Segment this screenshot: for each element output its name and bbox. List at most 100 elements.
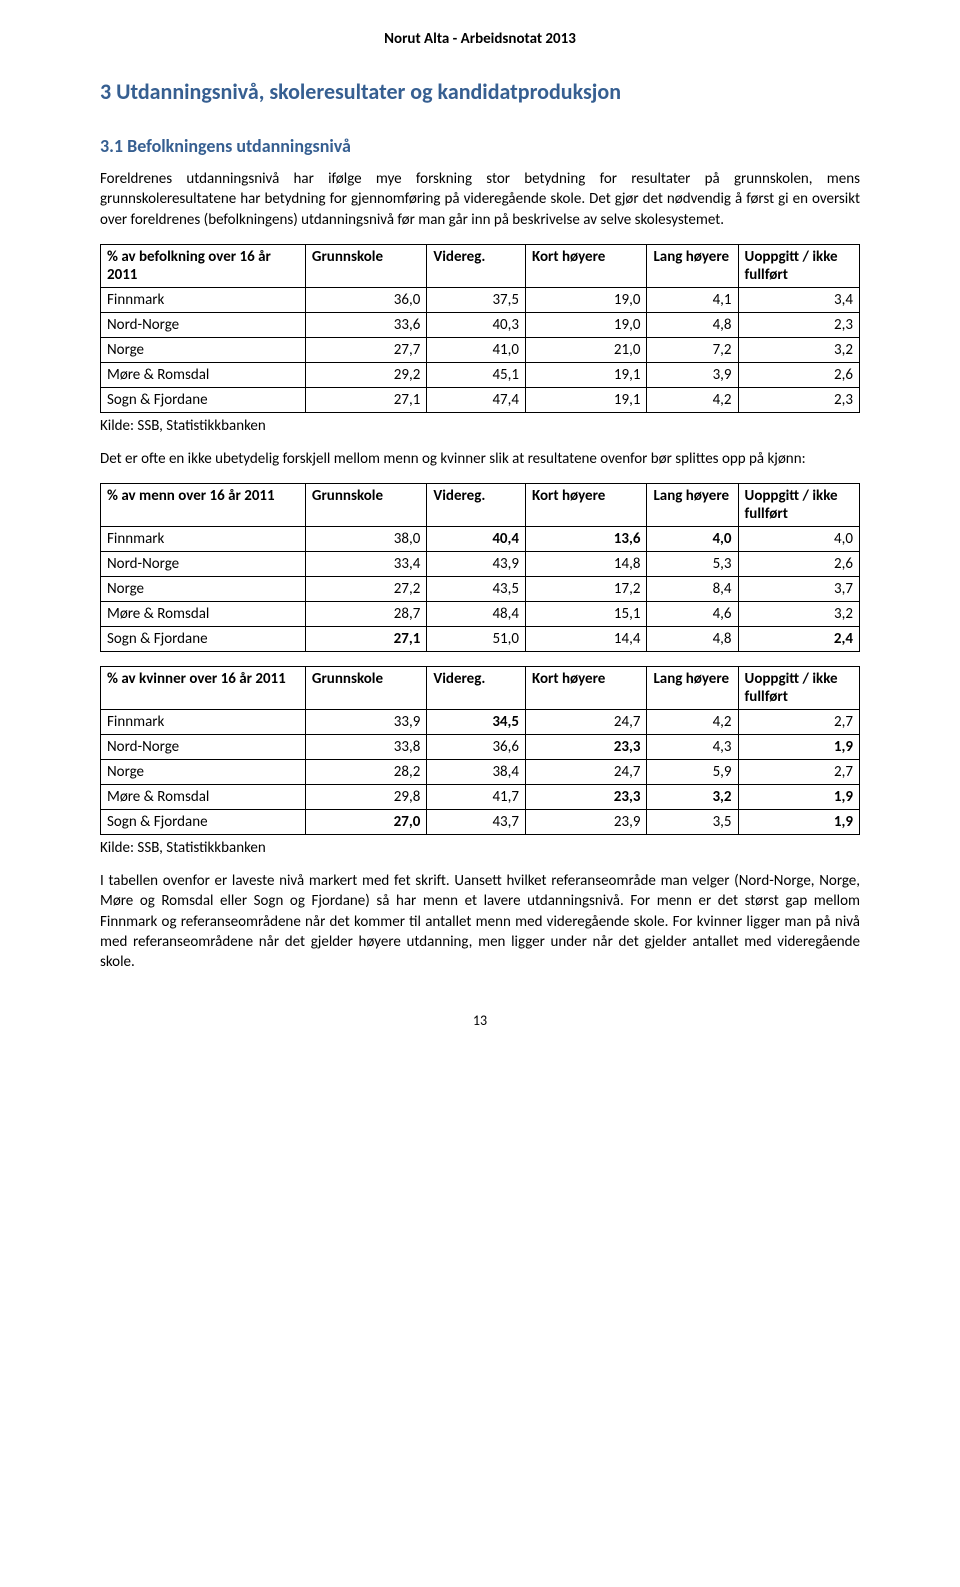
data-cell: 2,7 xyxy=(738,710,859,735)
data-cell: 33,9 xyxy=(305,710,426,735)
region-label: Sogn & Fjordane xyxy=(101,627,306,652)
data-cell: 4,1 xyxy=(647,287,738,312)
data-cell: 2,3 xyxy=(738,387,859,412)
data-cell: 14,8 xyxy=(526,552,647,577)
data-cell: 36,6 xyxy=(427,735,526,760)
region-label: Sogn & Fjordane xyxy=(101,387,306,412)
data-cell: 43,5 xyxy=(427,577,526,602)
data-cell: 7,2 xyxy=(647,337,738,362)
data-cell: 3,2 xyxy=(738,337,859,362)
data-cell: 4,8 xyxy=(647,627,738,652)
table-header: Lang høyere xyxy=(647,667,738,710)
data-cell: 2,3 xyxy=(738,312,859,337)
data-cell: 29,2 xyxy=(305,362,426,387)
table-row: Møre & Romsdal29,841,723,33,21,9 xyxy=(101,785,860,810)
table-header: Uoppgitt / ikke fullført xyxy=(738,667,859,710)
region-label: Nord-Norge xyxy=(101,735,306,760)
region-label: Norge xyxy=(101,577,306,602)
data-cell: 23,3 xyxy=(526,785,647,810)
data-cell: 13,6 xyxy=(526,527,647,552)
data-cell: 36,0 xyxy=(305,287,426,312)
data-cell: 3,9 xyxy=(647,362,738,387)
data-cell: 34,5 xyxy=(427,710,526,735)
region-label: Møre & Romsdal xyxy=(101,785,306,810)
table-row: Møre & Romsdal28,748,415,14,63,2 xyxy=(101,602,860,627)
data-cell: 27,7 xyxy=(305,337,426,362)
table-source: Kilde: SSB, Statistikkbanken xyxy=(100,417,860,435)
table-source: Kilde: SSB, Statistikkbanken xyxy=(100,839,860,857)
data-cell: 4,2 xyxy=(647,710,738,735)
data-cell: 4,6 xyxy=(647,602,738,627)
data-cell: 40,3 xyxy=(427,312,526,337)
data-cell: 33,6 xyxy=(305,312,426,337)
table-header: Videreg. xyxy=(427,667,526,710)
table-header: Grunnskole xyxy=(305,667,426,710)
intro-paragraph: Foreldrenes utdanningsnivå har ifølge my… xyxy=(100,169,860,230)
data-cell: 38,4 xyxy=(427,760,526,785)
data-cell: 47,4 xyxy=(427,387,526,412)
data-cell: 2,7 xyxy=(738,760,859,785)
data-cell: 40,4 xyxy=(427,527,526,552)
table-row: Nord-Norge33,640,319,04,82,3 xyxy=(101,312,860,337)
mid-paragraph: Det er ofte en ikke ubetydelig forskjell… xyxy=(100,449,860,469)
men-education-table: % av menn over 16 år 2011 Grunnskole Vid… xyxy=(100,483,860,652)
population-education-table: % av befolkning over 16 år 2011 Grunnsko… xyxy=(100,244,860,413)
closing-paragraph: I tabellen ovenfor er laveste nivå marke… xyxy=(100,871,860,972)
region-label: Norge xyxy=(101,337,306,362)
region-label: Nord-Norge xyxy=(101,552,306,577)
data-cell: 4,0 xyxy=(647,527,738,552)
table-row: Nord-Norge33,443,914,85,32,6 xyxy=(101,552,860,577)
data-cell: 5,9 xyxy=(647,760,738,785)
data-cell: 3,2 xyxy=(738,602,859,627)
data-cell: 41,7 xyxy=(427,785,526,810)
women-education-table: % av kvinner over 16 år 2011 Grunnskole … xyxy=(100,666,860,835)
table-row: Finnmark38,040,413,64,04,0 xyxy=(101,527,860,552)
table-body: Finnmark36,037,519,04,13,4Nord-Norge33,6… xyxy=(101,287,860,412)
data-cell: 3,2 xyxy=(647,785,738,810)
table-row: Norge27,243,517,28,43,7 xyxy=(101,577,860,602)
subsection-heading: 3.1 Befolkningens utdanningsnivå xyxy=(100,135,860,157)
data-cell: 8,4 xyxy=(647,577,738,602)
table-header: Videreg. xyxy=(427,484,526,527)
data-cell: 33,8 xyxy=(305,735,426,760)
data-cell: 4,0 xyxy=(738,527,859,552)
data-cell: 19,0 xyxy=(526,287,647,312)
table-header: % av kvinner over 16 år 2011 xyxy=(101,667,306,710)
table-header: Lang høyere xyxy=(647,244,738,287)
table-row: Norge27,741,021,07,23,2 xyxy=(101,337,860,362)
data-cell: 3,5 xyxy=(647,810,738,835)
data-cell: 19,1 xyxy=(526,362,647,387)
data-cell: 4,2 xyxy=(647,387,738,412)
data-cell: 5,3 xyxy=(647,552,738,577)
table-row: Sogn & Fjordane27,151,014,44,82,4 xyxy=(101,627,860,652)
data-cell: 24,7 xyxy=(526,710,647,735)
table-body: Finnmark38,040,413,64,04,0Nord-Norge33,4… xyxy=(101,527,860,652)
data-cell: 27,0 xyxy=(305,810,426,835)
table-header: Uoppgitt / ikke fullført xyxy=(738,484,859,527)
table-header: Kort høyere xyxy=(526,484,647,527)
region-label: Nord-Norge xyxy=(101,312,306,337)
data-cell: 3,7 xyxy=(738,577,859,602)
data-cell: 28,7 xyxy=(305,602,426,627)
table-header: Uoppgitt / ikke fullført xyxy=(738,244,859,287)
data-cell: 2,4 xyxy=(738,627,859,652)
table-row: Sogn & Fjordane27,147,419,14,22,3 xyxy=(101,387,860,412)
region-label: Norge xyxy=(101,760,306,785)
data-cell: 51,0 xyxy=(427,627,526,652)
table-header: % av menn over 16 år 2011 xyxy=(101,484,306,527)
data-cell: 19,0 xyxy=(526,312,647,337)
region-label: Møre & Romsdal xyxy=(101,362,306,387)
data-cell: 4,8 xyxy=(647,312,738,337)
data-cell: 43,9 xyxy=(427,552,526,577)
data-cell: 19,1 xyxy=(526,387,647,412)
data-cell: 41,0 xyxy=(427,337,526,362)
data-cell: 14,4 xyxy=(526,627,647,652)
table-header: Grunnskole xyxy=(305,484,426,527)
table-header: Kort høyere xyxy=(526,667,647,710)
table-header: Videreg. xyxy=(427,244,526,287)
data-cell: 2,6 xyxy=(738,362,859,387)
region-label: Finnmark xyxy=(101,527,306,552)
data-cell: 4,3 xyxy=(647,735,738,760)
data-cell: 24,7 xyxy=(526,760,647,785)
table-header: Lang høyere xyxy=(647,484,738,527)
